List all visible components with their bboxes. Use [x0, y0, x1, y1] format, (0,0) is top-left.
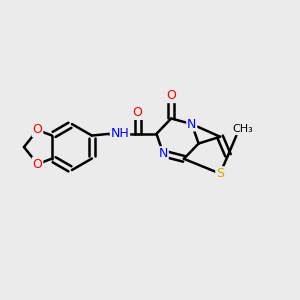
Text: O: O: [166, 89, 176, 102]
Text: O: O: [33, 124, 43, 136]
Text: O: O: [33, 158, 43, 171]
Text: N: N: [159, 147, 168, 160]
Text: O: O: [133, 106, 142, 119]
Text: NH: NH: [111, 127, 129, 140]
Text: CH₃: CH₃: [232, 124, 253, 134]
Text: N: N: [187, 118, 196, 130]
Text: S: S: [216, 167, 224, 180]
